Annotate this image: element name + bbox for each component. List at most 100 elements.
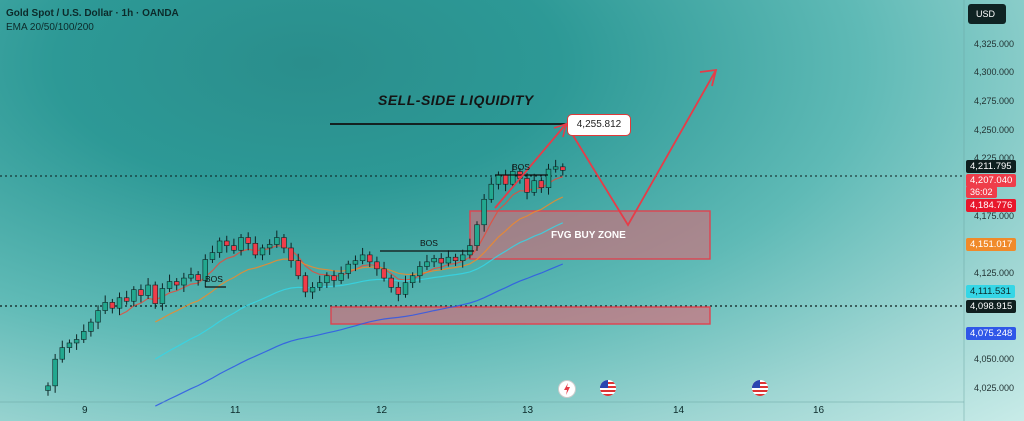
- candle-down: [381, 268, 387, 279]
- candle-down: [452, 256, 459, 261]
- arrow-head: [699, 68, 718, 87]
- candle-up: [59, 347, 66, 360]
- candle-up: [188, 274, 194, 279]
- candle-down: [374, 261, 380, 270]
- candle-up: [345, 263, 351, 274]
- candle-down: [331, 275, 337, 281]
- ema20-price-tag: 4,207.040: [966, 174, 1017, 187]
- candle-up: [467, 245, 473, 256]
- candle-up: [274, 237, 280, 245]
- symbol-title[interactable]: Gold Spot / U.S. Dollar · 1h · OANDA: [6, 8, 179, 19]
- us-flag-event-icon[interactable]: [600, 380, 616, 396]
- y-tick: 4,250.000: [974, 125, 1015, 135]
- bos-lines: [205, 174, 548, 288]
- candle-down: [195, 274, 201, 281]
- candle-down: [224, 240, 230, 246]
- candle-up: [431, 258, 437, 263]
- candle-up: [166, 281, 173, 289]
- candle-up: [531, 180, 537, 193]
- candle-up: [510, 171, 516, 185]
- y-tick: 4,300.000: [974, 67, 1015, 77]
- candle-up: [266, 244, 273, 249]
- candle-down: [502, 174, 509, 185]
- x-tick: 11: [230, 405, 241, 416]
- candle-up: [402, 282, 409, 295]
- candle-up: [309, 287, 316, 293]
- x-tick: 12: [376, 405, 388, 416]
- candle-up: [417, 266, 423, 277]
- candle-up: [259, 247, 266, 256]
- lower-zone: [330, 306, 711, 325]
- candle-up: [181, 277, 187, 286]
- sell-side-liquidity-label: SELL-SIDE LIQUIDITY: [378, 92, 534, 108]
- candle-up: [81, 331, 87, 340]
- candle-down: [560, 166, 566, 171]
- candle-up: [424, 261, 430, 267]
- target-price-label: 4,255.812: [567, 114, 631, 136]
- candle-down: [302, 275, 309, 293]
- candle-up: [495, 174, 502, 185]
- candle-up: [45, 385, 51, 391]
- us-flag-event-icon-2[interactable]: [752, 380, 768, 396]
- candle-down: [138, 289, 144, 296]
- y-tick: 4,225.000: [974, 153, 1015, 163]
- fvg-buy-zone: [469, 210, 711, 260]
- x-tick: 9: [82, 405, 88, 416]
- y-tick: 4,025.000: [974, 383, 1015, 393]
- y-tick: 4,050.000: [974, 354, 1015, 364]
- projection-arrow: [494, 68, 718, 227]
- candle-down: [231, 245, 237, 251]
- candle-countdown: 36:02: [966, 186, 997, 198]
- lightning-icon: [564, 383, 570, 395]
- candle-down: [174, 281, 180, 286]
- candle-up: [324, 275, 330, 284]
- candle-up: [159, 288, 166, 304]
- candle-up: [66, 342, 73, 348]
- zones: [330, 210, 711, 325]
- target-arrow-head: [553, 122, 568, 138]
- flash-news-icon[interactable]: [558, 380, 576, 398]
- us-flag-icon: [600, 380, 616, 396]
- us-flag-icon: [752, 380, 768, 396]
- candle-down: [538, 180, 545, 188]
- candle-down: [388, 277, 394, 288]
- candle-down: [438, 258, 444, 264]
- ema-cyan-price-tag: 4,111.531: [966, 285, 1015, 298]
- candle-down: [395, 287, 402, 295]
- bos-label-1: BOS: [205, 274, 223, 284]
- current-price-tag: 4,211.795: [966, 160, 1016, 173]
- y-tick: 4,125.000: [974, 268, 1015, 278]
- candle-up: [202, 259, 208, 281]
- ema-100-line: [154, 222, 564, 360]
- candle-down: [524, 178, 530, 193]
- candle-up: [459, 254, 466, 261]
- x-tick: 13: [522, 405, 534, 416]
- candle-up: [209, 252, 216, 260]
- candle-up: [145, 284, 151, 296]
- candle-up: [238, 237, 244, 251]
- x-tick: 16: [813, 405, 825, 416]
- candle-down: [288, 247, 294, 261]
- candle-up: [552, 166, 559, 170]
- candle-up: [338, 273, 344, 281]
- x-tick: 14: [673, 405, 685, 416]
- candle-up: [474, 224, 480, 246]
- candle-up: [73, 339, 80, 344]
- candle-down: [152, 284, 158, 304]
- candle-up: [102, 302, 108, 311]
- indicator-legend[interactable]: EMA 20/50/100/200: [6, 22, 94, 33]
- candle-up: [359, 254, 366, 261]
- candle-up: [481, 198, 487, 226]
- ema-red-price-tag: 4,184.776: [966, 199, 1017, 212]
- candle-up: [131, 289, 137, 302]
- dotted-levels: [0, 175, 964, 307]
- projection-path: [494, 69, 717, 227]
- candle-up: [116, 297, 123, 309]
- currency-button[interactable]: USD: [968, 4, 1006, 24]
- candle-up: [88, 321, 94, 332]
- ema-200-line: [155, 263, 564, 407]
- fvg-buy-zone-label: FVG BUY ZONE: [551, 230, 626, 241]
- candle-down: [109, 302, 116, 309]
